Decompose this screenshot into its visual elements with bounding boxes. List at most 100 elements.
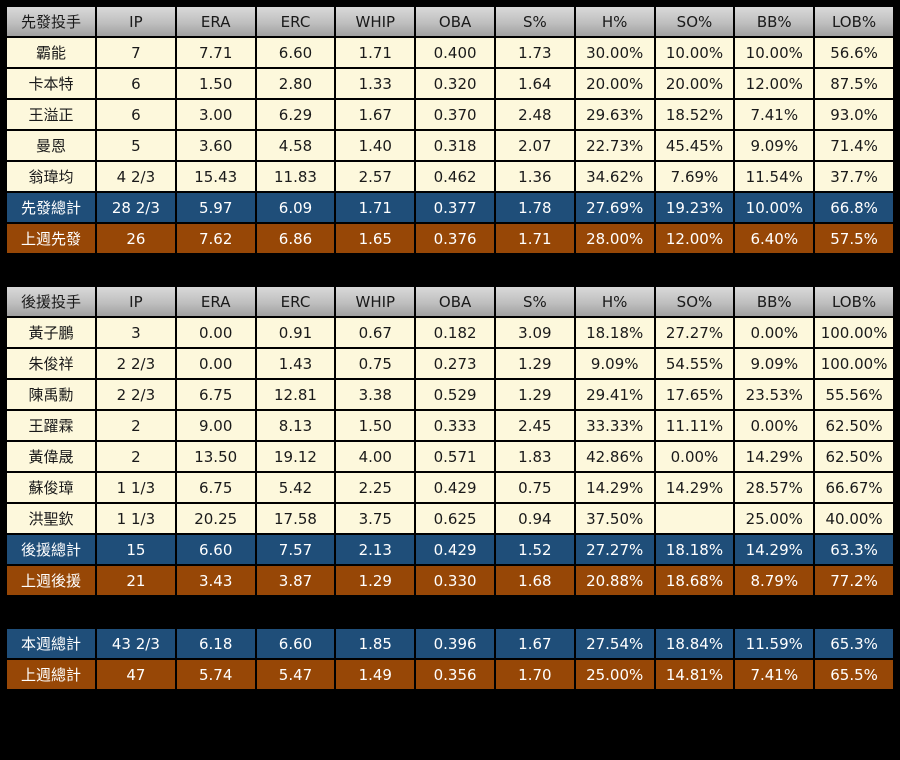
player-row: 朱俊祥 2 2/3 0.00 1.43 0.75 0.273 1.29 9.09% 54.55%…: [5, 347, 895, 380]
stat-cell: 27.27%: [653, 316, 736, 349]
stat-cell: 27.54%: [573, 627, 656, 660]
summary-row: 上週後援 21 3.43 3.87 1.29 0.330 1.68 20.88% 18.68% 8…: [5, 564, 895, 597]
stat-cell: 14.29%: [653, 471, 736, 504]
stat-cell: 25.00%: [733, 502, 816, 535]
stat-cell: 1.40: [334, 129, 417, 162]
stat-cell: 25.00%: [573, 658, 656, 691]
column-header-cell: ERA: [174, 285, 257, 318]
player-name-cell: 王溢正: [5, 98, 97, 131]
stat-cell: 33.33%: [573, 409, 656, 442]
stat-cell: 5.47: [254, 658, 337, 691]
stat-cell: 12.00%: [653, 222, 736, 255]
stat-cell: 20.00%: [653, 67, 736, 100]
stat-cell: 1.64: [493, 67, 576, 100]
stat-cell: 1.49: [334, 658, 417, 691]
stat-cell: 1 1/3: [95, 471, 177, 504]
stat-cell: 45.45%: [653, 129, 736, 162]
column-header-cell: H%: [573, 285, 656, 318]
player-row: 王溢正 6 3.00 6.29 1.67 0.370 2.48 29.63% 18.52% 7.4…: [5, 98, 895, 131]
stat-cell: 11.11%: [653, 409, 736, 442]
summary-label-cell: 上週後援: [5, 564, 97, 597]
stat-cell: 62.50%: [813, 440, 895, 473]
stat-cell: 28.57%: [733, 471, 816, 504]
stat-cell: 3.75: [334, 502, 417, 535]
stat-cell: 1.67: [334, 98, 417, 131]
stat-cell: 0.00%: [733, 316, 816, 349]
column-header-cell: ERA: [174, 5, 257, 38]
stat-cell: 0.75: [334, 347, 417, 380]
stat-cell: 43 2/3: [95, 627, 177, 660]
column-header-cell: OBA: [414, 5, 496, 38]
column-header-cell: WHIP: [334, 285, 417, 318]
stat-cell: 0.75: [493, 471, 576, 504]
stat-cell: 6.86: [254, 222, 337, 255]
stat-cell: 15.43: [174, 160, 257, 193]
stat-cell: 18.18%: [573, 316, 656, 349]
stat-cell: 37.7%: [813, 160, 895, 193]
player-name-cell: 朱俊祥: [5, 347, 97, 380]
summary-row: 上週先發 26 7.62 6.86 1.65 0.376 1.71 28.00% 12.00% 6…: [5, 222, 895, 255]
stat-cell: 2.48: [493, 98, 576, 131]
player-name-cell: 黃子鵬: [5, 316, 97, 349]
stat-cell: 3.00: [174, 98, 257, 131]
stat-cell: 2: [95, 440, 177, 473]
stat-cell: 55.56%: [813, 378, 895, 411]
stat-cell: 15: [95, 533, 177, 566]
stat-cell: 65.3%: [813, 627, 895, 660]
stat-cell: 0.377: [414, 191, 496, 224]
column-header-cell: ERC: [254, 5, 337, 38]
stat-cell: 1.71: [334, 36, 417, 69]
player-row: 翁瑋均 4 2/3 15.43 11.83 2.57 0.462 1.36 34.62% 7.6…: [5, 160, 895, 193]
stat-cell: 2.57: [334, 160, 417, 193]
stat-cell: 100.00%: [813, 316, 895, 349]
stat-cell: 9.09%: [733, 129, 816, 162]
player-name-cell: 霸能: [5, 36, 97, 69]
stat-cell: 2.13: [334, 533, 417, 566]
stat-cell: 29.63%: [573, 98, 656, 131]
player-name-cell: 曼恩: [5, 129, 97, 162]
stat-cell: 28 2/3: [95, 191, 177, 224]
stat-cell: 54.55%: [653, 347, 736, 380]
player-row: 曼恩 5 3.60 4.58 1.40 0.318 2.07 22.73% 45.45% 9.09…: [5, 129, 895, 162]
stat-cell: 20.00%: [573, 67, 656, 100]
stat-cell: 6.09: [254, 191, 337, 224]
stat-cell: 2 2/3: [95, 347, 177, 380]
pitching-stats-report: 先發投手 IP ERA ERC WHIP OBA S% H% SO% BB% LOB% 霸能 7 7.71…: [5, 5, 895, 691]
stat-cell: 12.81: [254, 378, 337, 411]
summary-label-cell: 後援總計: [5, 533, 97, 566]
stat-cell: 77.2%: [813, 564, 895, 597]
stat-cell: 1.29: [493, 347, 576, 380]
column-header-row: 後援投手 IP ERA ERC WHIP OBA S% H% SO% BB% LOB%: [5, 285, 895, 318]
stat-cell: 0.462: [414, 160, 496, 193]
stat-cell: 3.43: [174, 564, 257, 597]
summary-label-cell: 本週總計: [5, 627, 97, 660]
player-row: 蘇俊璋 1 1/3 6.75 5.42 2.25 0.429 0.75 14.29% 14.29…: [5, 471, 895, 504]
stat-cell: 66.8%: [813, 191, 895, 224]
stat-cell: 8.79%: [733, 564, 816, 597]
stat-cell: 0.00: [174, 347, 257, 380]
stat-cell: 0.91: [254, 316, 337, 349]
summary-label-cell: 上週先發: [5, 222, 97, 255]
stat-cell: 0.00%: [653, 440, 736, 473]
stat-cell: 6.29: [254, 98, 337, 131]
stat-cell: 6.40%: [733, 222, 816, 255]
stat-cell: 14.29%: [573, 471, 656, 504]
stat-cell: 0.330: [414, 564, 496, 597]
stat-cell: 6.60: [254, 36, 337, 69]
column-header-cell: H%: [573, 5, 656, 38]
stat-cell: 23.53%: [733, 378, 816, 411]
player-row: 黃偉晟 2 13.50 19.12 4.00 0.571 1.83 42.86% 0.00% 14…: [5, 440, 895, 473]
column-header-cell: OBA: [414, 285, 496, 318]
stat-cell: 0.400: [414, 36, 496, 69]
stat-cell: 30.00%: [573, 36, 656, 69]
column-header-cell: BB%: [733, 5, 816, 38]
player-name-cell: 蘇俊璋: [5, 471, 97, 504]
stat-cell: 17.65%: [653, 378, 736, 411]
stat-cell: 5: [95, 129, 177, 162]
stat-cell: 7.69%: [653, 160, 736, 193]
stat-cell: 1.50: [174, 67, 257, 100]
stat-cell: 4 2/3: [95, 160, 177, 193]
stat-cell: 14.29%: [733, 533, 816, 566]
stat-cell: 11.54%: [733, 160, 816, 193]
player-name-cell: 黃偉晟: [5, 440, 97, 473]
